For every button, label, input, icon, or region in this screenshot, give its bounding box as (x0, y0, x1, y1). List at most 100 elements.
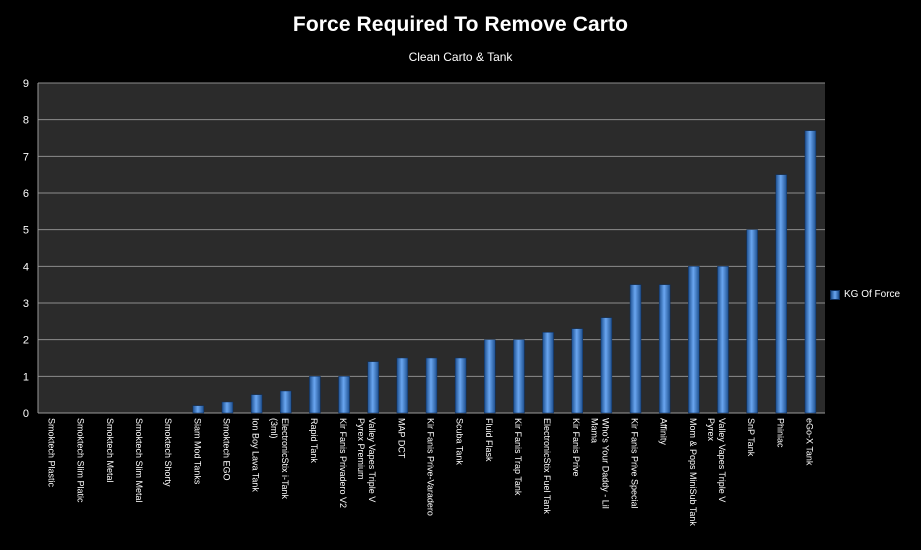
x-tick-label-line: eGo-X Tank (804, 418, 814, 466)
y-tick-label: 6 (23, 188, 29, 200)
bar (629, 284, 642, 414)
x-tick-label-line: Mom & Pops MiniSub Tank (688, 418, 698, 526)
y-axis-ticks: 0 1 2 3 4 5 6 7 8 9 (23, 78, 29, 420)
x-tick-label-line: Valley Vapes Triple V (717, 418, 727, 502)
x-tick-label-line: Smoktech Metal (105, 418, 115, 483)
x-tick-label-line: ElectronicStix i-Tank (280, 418, 290, 500)
x-tick-label-line: Smoktech Slim Platic (76, 418, 86, 503)
x-tick-label: Kir Fanis Prive-Varadero (426, 418, 436, 516)
x-tick-label: Smoktech Shorty (163, 418, 173, 487)
bar (571, 328, 583, 414)
x-tick-label: Smoktech Slim Platic (76, 418, 86, 503)
x-tick-label-line: Pyrex (706, 418, 716, 442)
legend: KG Of Force (830, 289, 900, 300)
bar (367, 361, 379, 414)
bar (717, 266, 729, 414)
x-tick-label: Kir Fanis Trap Tank (513, 418, 523, 496)
legend-label: KG Of Force (844, 289, 901, 300)
x-tick-label: Kir Fanis Prive Special (630, 418, 640, 509)
x-tick-label: eGo-X Tank (804, 418, 814, 466)
bar (396, 357, 409, 414)
x-tick-label: Fluid Flask (484, 418, 494, 462)
x-tick-label-line: Valley Vapes Triple V (367, 418, 377, 502)
x-tick-label: Rapid Tank (309, 418, 319, 463)
y-tick-label: 0 (23, 408, 29, 420)
bar (250, 394, 263, 414)
bar (513, 339, 525, 414)
bars (192, 130, 817, 414)
x-tick-label: Smoktech Slim Metal (134, 418, 144, 503)
legend-swatch (830, 289, 840, 300)
x-tick-label: Kir Fanis Prive (571, 418, 581, 477)
x-tick-label: ElectronicStix Fuel Tank (542, 418, 552, 514)
x-tick-label: ElectronicStix i-Tank(3ml) (269, 418, 290, 500)
x-tick-label: Smoktech Plastic (47, 418, 57, 488)
x-tick-label-line: Mama (589, 418, 599, 443)
y-tick-label: 1 (23, 371, 29, 383)
x-tick-label: Ion Boy Lava Tank (251, 418, 261, 492)
x-tick-label-line: Kir Fanis Prive-Varadero (426, 418, 436, 516)
bar (338, 376, 350, 414)
x-tick-label: Affinity (659, 418, 669, 445)
y-tick-label: 4 (23, 261, 29, 273)
y-tick-label: 9 (23, 78, 29, 90)
bar (600, 317, 613, 414)
x-tick-label-line: Kir Fanis Prive (571, 418, 581, 477)
bar (221, 401, 234, 414)
x-tick-label-line: Kir Fanis Privadero V2 (338, 418, 348, 508)
y-tick-label: 3 (23, 298, 29, 310)
x-tick-label-line: Fluid Flask (484, 418, 494, 462)
bar (746, 229, 758, 414)
x-tick-label-line: ElectronicStix Fuel Tank (542, 418, 552, 514)
x-tick-label: MAP DCT (396, 418, 406, 459)
x-tick-label-line: Siam Mod Tanks (192, 418, 202, 485)
x-tick-label-line: Smoktech Plastic (47, 418, 57, 488)
x-tick-label: Smoktech Metal (105, 418, 115, 483)
bar (484, 339, 496, 414)
x-tick-label-line: Kir Fanis Trap Tank (513, 418, 523, 496)
bar (454, 357, 467, 414)
x-tick-label-line: SnP Tank (746, 418, 756, 457)
bar (280, 390, 292, 414)
x-tick-label-line: Rapid Tank (309, 418, 319, 463)
bar (192, 405, 205, 414)
y-tick-label: 5 (23, 225, 29, 237)
x-tick-label-line: Who's Your Daddy - Lil (600, 418, 610, 509)
bar (542, 332, 554, 414)
x-tick-label: SnP Tank (746, 418, 756, 457)
x-tick-label-line: Scuba Tank (455, 418, 465, 465)
bar (425, 357, 438, 414)
bar (658, 284, 671, 414)
x-tick-label: Mom & Pops MiniSub Tank (688, 418, 698, 526)
x-tick-label-line: Smoktech Shorty (163, 418, 173, 487)
x-tick-label: Smoktech EGO (221, 418, 231, 481)
bar (775, 174, 788, 414)
x-tick-label-line: Smoktech EGO (221, 418, 231, 481)
x-tick-label-line: Phiniac (775, 418, 785, 448)
chart-title: Force Required To Remove Carto (292, 13, 629, 36)
y-tick-label: 8 (23, 115, 29, 127)
chart-subtitle: Clean Carto & Tank (408, 50, 513, 64)
x-axis-ticks: Smoktech Plastic Smoktech Slim Platic Smok… (47, 418, 815, 526)
x-tick-label: Siam Mod Tanks (192, 418, 202, 485)
x-tick-label: Scuba Tank (455, 418, 465, 465)
bar (804, 130, 817, 414)
bar (688, 266, 700, 414)
x-tick-label-line: Smoktech Slim Metal (134, 418, 144, 503)
x-tick-label-line: Kir Fanis Prive Special (630, 418, 640, 509)
x-tick-label: Kir Fanis Privadero V2 (338, 418, 348, 508)
x-tick-label-line: Ion Boy Lava Tank (251, 418, 261, 492)
x-tick-label-line: Pyrex Premium (356, 418, 366, 480)
y-tick-label: 2 (23, 335, 29, 347)
bar (309, 376, 321, 414)
x-tick-label-line: Affinity (659, 418, 669, 445)
x-tick-label-line: (3ml) (269, 418, 279, 439)
y-tick-label: 7 (23, 151, 29, 163)
x-tick-label: Phiniac (775, 418, 785, 448)
x-tick-label-line: MAP DCT (396, 418, 406, 459)
